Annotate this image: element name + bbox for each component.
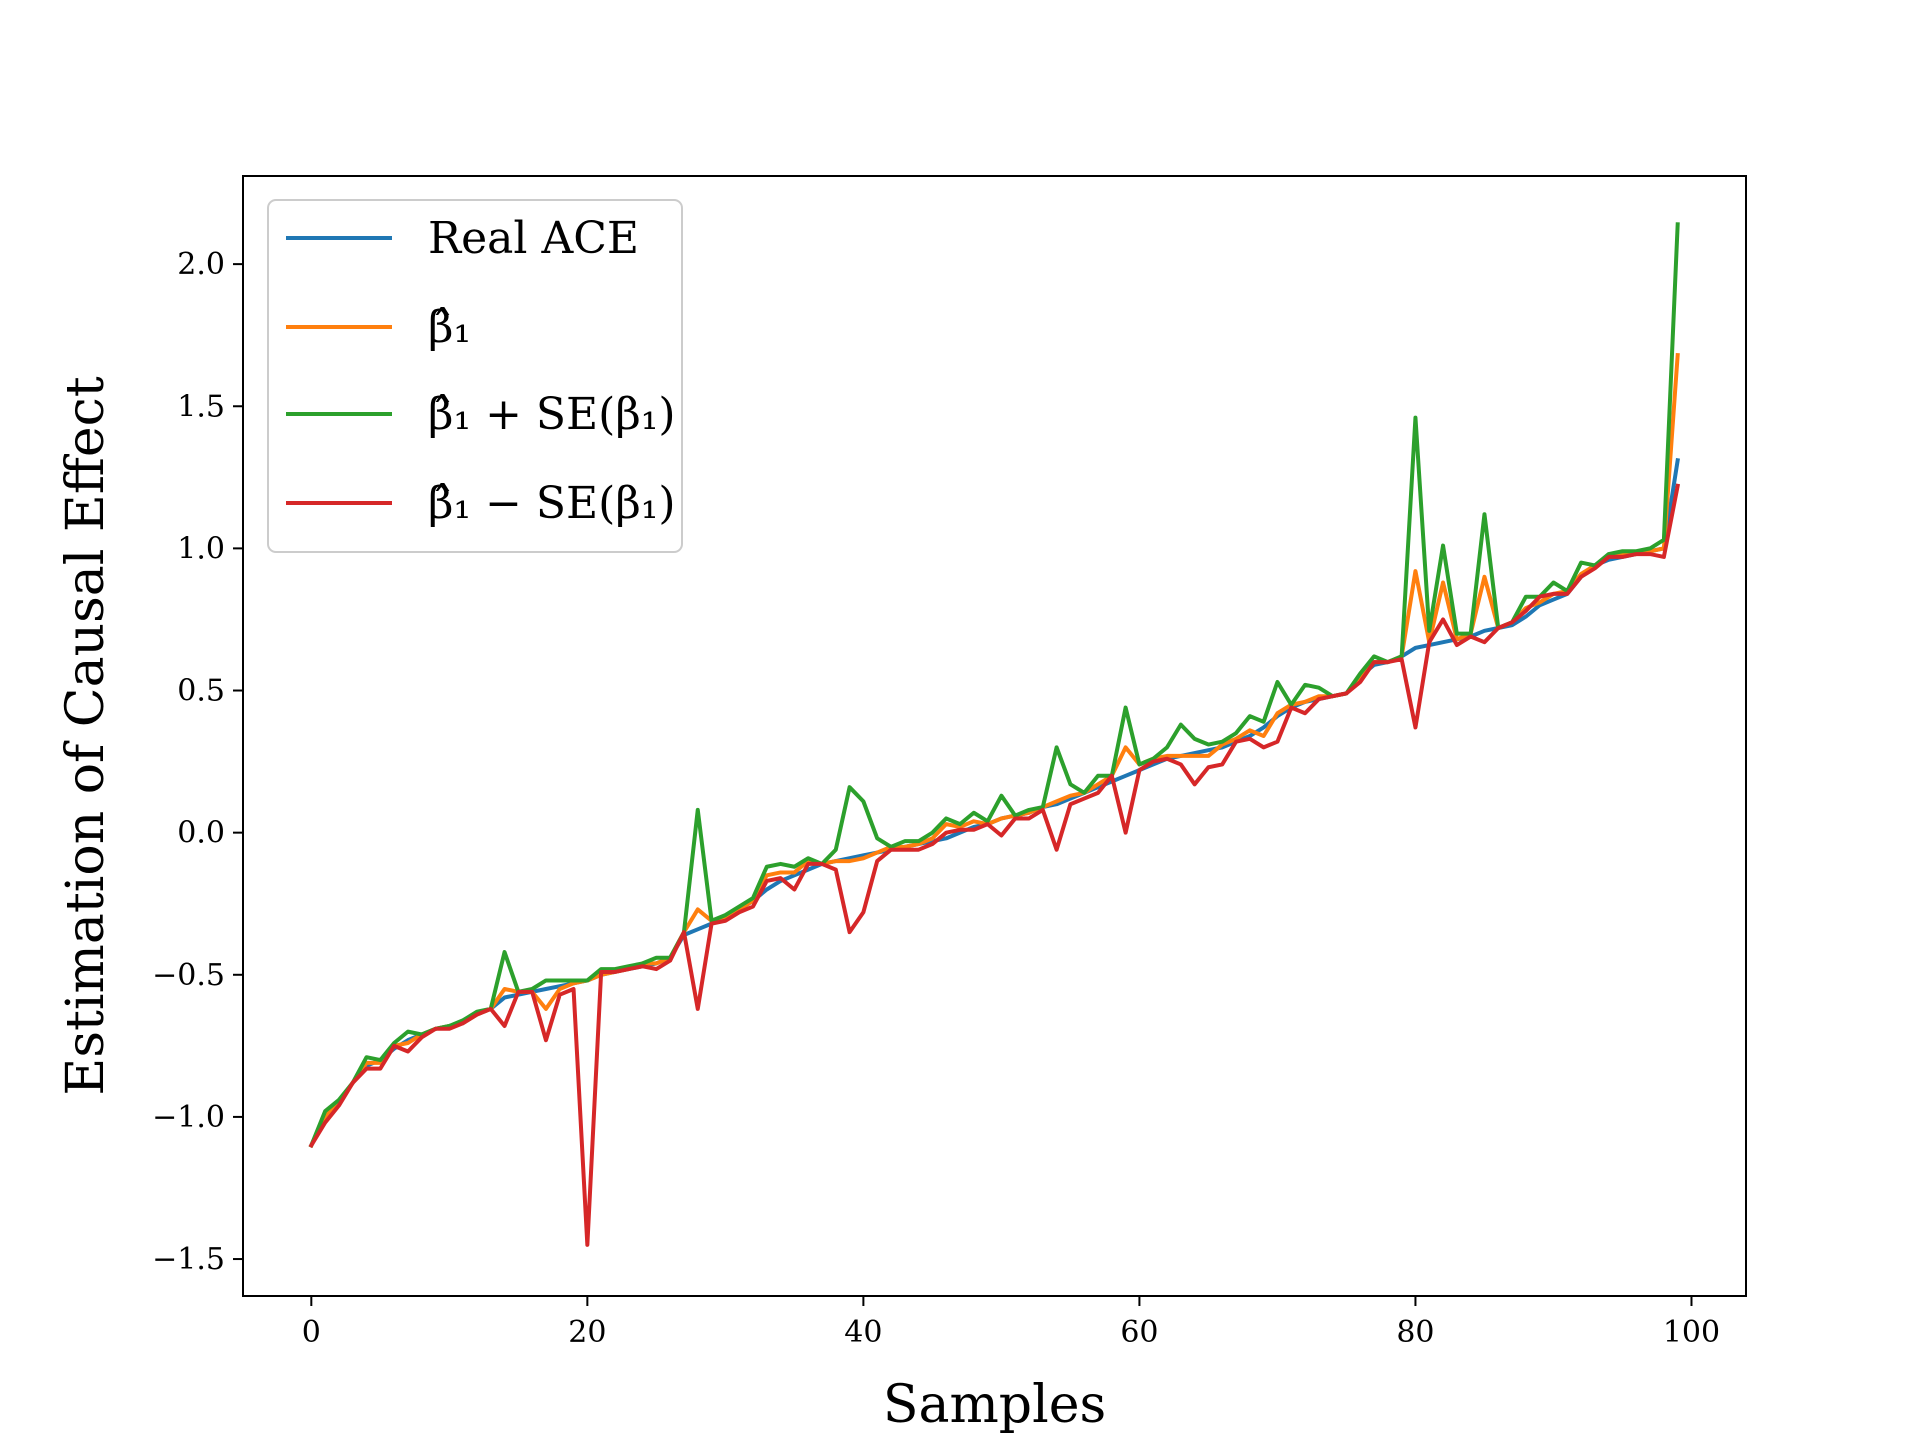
series-line-1 xyxy=(308,352,1680,1149)
legend-box xyxy=(267,199,683,553)
y-tick-label-4: 0.5 xyxy=(177,674,225,709)
y-tick-label-6: 1.5 xyxy=(177,389,225,424)
y-axis: −1.5 −1.0 −0.5 0.0 0.5 1.0 1.5 2.0 xyxy=(152,247,243,1277)
y-tick-label-1: −1.0 xyxy=(152,1100,225,1135)
legend-label-beta-hat-plus-se: β̂₁ + SE(β₁) xyxy=(428,389,676,440)
x-tick-label-2: 40 xyxy=(844,1315,882,1350)
x-axis: 0 20 40 60 80 100 xyxy=(302,1296,1720,1350)
x-tick-label-5: 100 xyxy=(1663,1315,1720,1350)
legend-label-beta-hat: β̂₁ xyxy=(428,302,471,353)
series-line-3 xyxy=(308,483,1681,1247)
y-tick-label-5: 1.0 xyxy=(177,531,225,566)
legend-label-real-ace: Real ACE xyxy=(428,213,639,264)
x-axis-title: Samples xyxy=(883,1375,1106,1435)
series-layer xyxy=(308,222,1681,1247)
y-tick-label-7: 2.0 xyxy=(177,247,225,282)
y-tick-label-0: −1.5 xyxy=(152,1242,225,1277)
x-tick-label-3: 60 xyxy=(1120,1315,1158,1350)
y-axis-title: Estimation of Causal Effect xyxy=(56,376,116,1095)
x-tick-label-1: 20 xyxy=(568,1315,606,1350)
y-tick-label-3: 0.0 xyxy=(177,816,225,851)
x-tick-label-0: 0 xyxy=(302,1315,321,1350)
legend-label-beta-hat-minus-se: β̂₁ − SE(β₁) xyxy=(428,478,676,529)
y-tick-label-2: −0.5 xyxy=(152,958,225,993)
x-tick-label-4: 80 xyxy=(1396,1315,1434,1350)
series-line-2 xyxy=(308,222,1680,1148)
plot-frame xyxy=(242,175,1747,1297)
legend: Real ACE β̂₁ β̂₁ + SE(β₁) β̂₁ − SE(β₁) xyxy=(267,199,683,553)
